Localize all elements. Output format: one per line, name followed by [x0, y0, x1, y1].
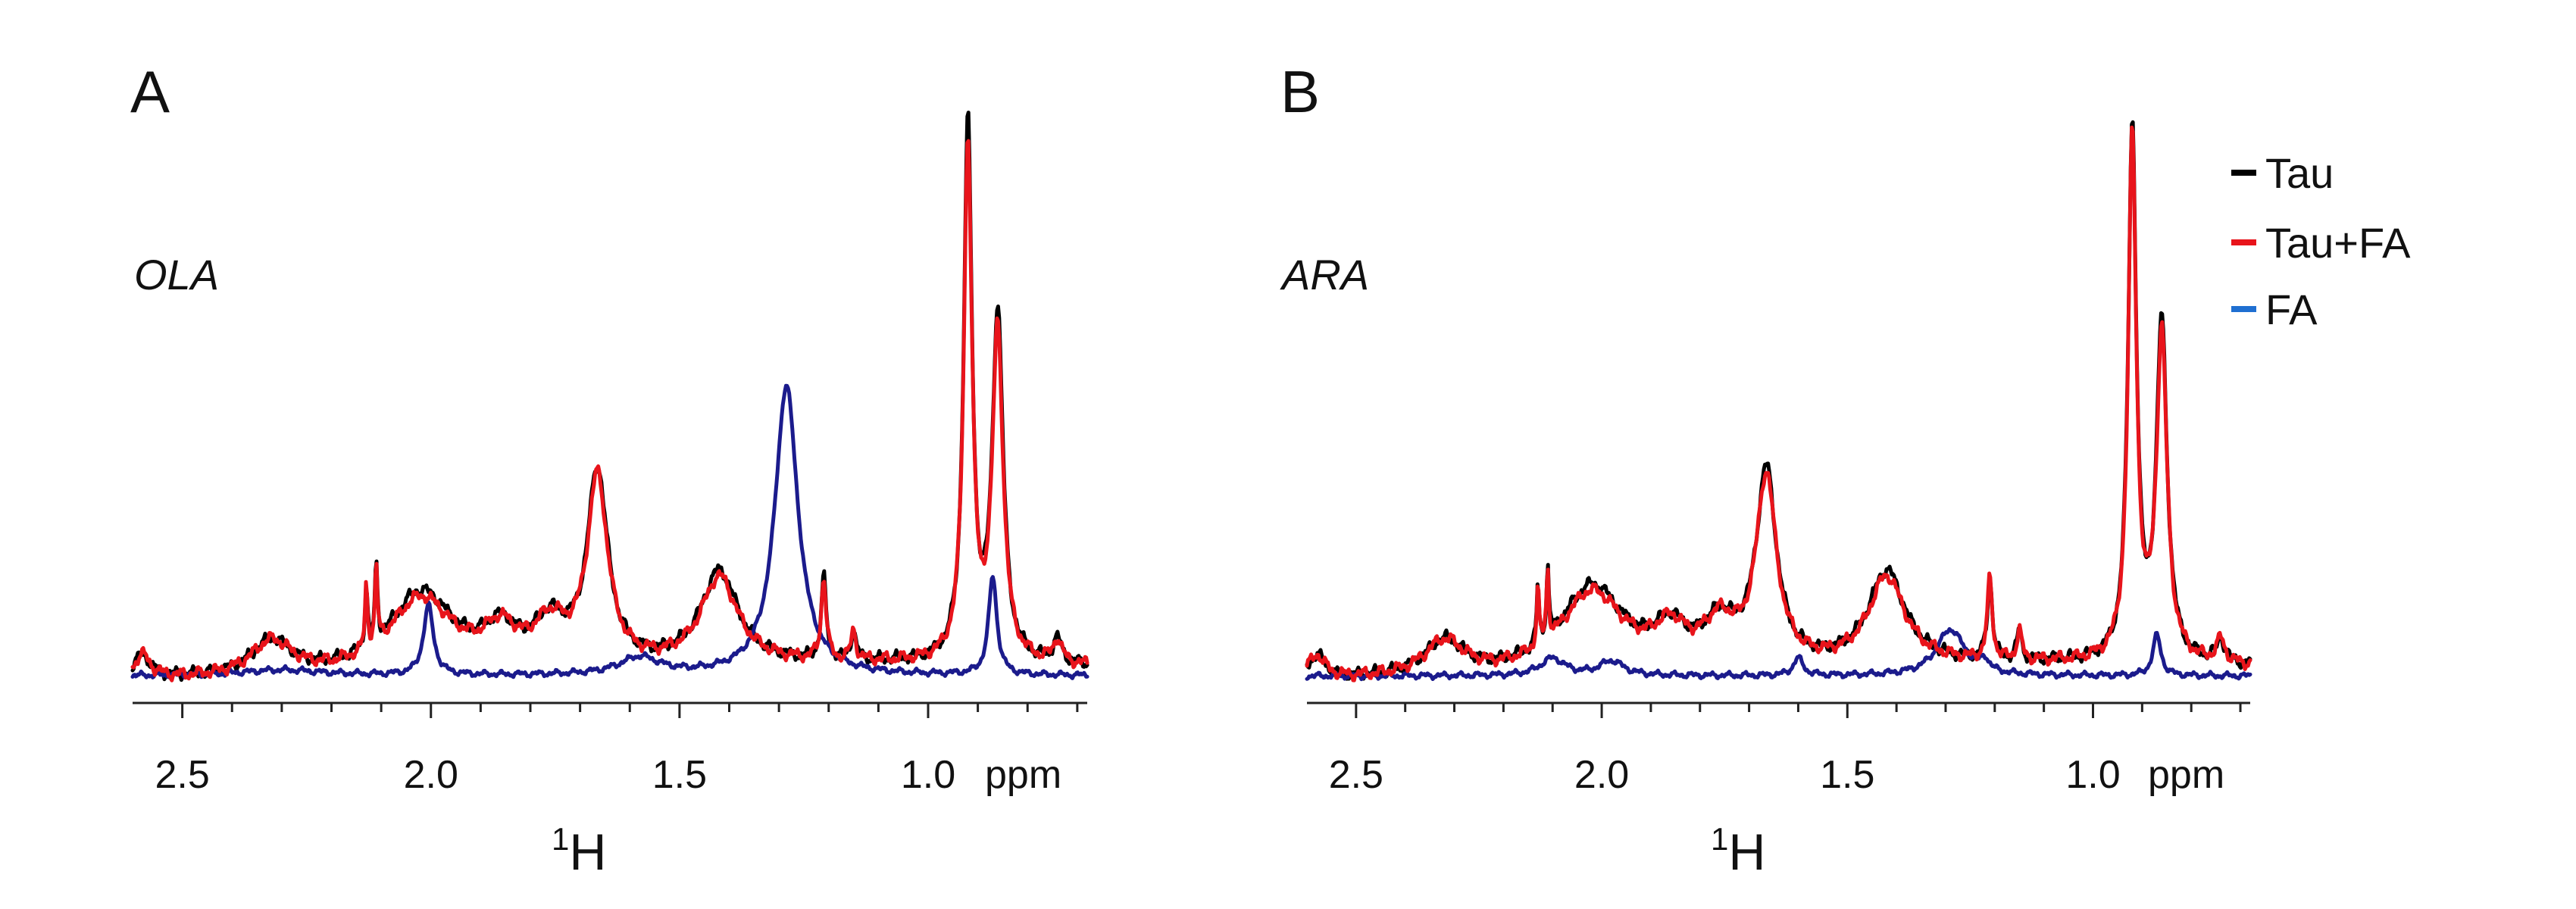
panel-b-tick-label-0: 2.5: [1329, 753, 1383, 797]
panel-a-ticks: 2.5 2.0 1.5 1.0: [155, 703, 1079, 797]
panel-b-tick-label-2: 1.5: [1820, 753, 1874, 797]
panel-a-trace-tau: [130, 111, 1089, 683]
legend: Tau Tau+FA FA: [2231, 149, 2411, 333]
legend-label-fa: FA: [2265, 286, 2318, 333]
panel-b: B ARA 2.5 2.0 1.5 1.0 ppm 1H: [1280, 58, 2252, 881]
panel-a-tick-label-3: 1.0: [901, 753, 955, 797]
panel-a-ppm-unit: ppm: [985, 753, 1061, 797]
panel-b-letter: B: [1280, 58, 1320, 125]
panel-b-traces: [1305, 120, 2252, 683]
panel-b-trace-tau: [1305, 120, 2252, 681]
panel-a-x-axis-main: H: [569, 823, 606, 881]
panel-a-x-axis-sup: 1: [552, 821, 569, 857]
panel-b-ticks: 2.5 2.0 1.5 1.0: [1329, 703, 2242, 797]
panel-a-trace-fa: [130, 383, 1089, 680]
panel-a-trace-tau-fa: [130, 139, 1089, 683]
panel-b-ppm-unit: ppm: [2148, 753, 2224, 797]
legend-label-tau-fa: Tau+FA: [2265, 219, 2411, 267]
panel-a-letter: A: [130, 58, 170, 125]
panel-a-sample-label: OLA: [134, 251, 219, 298]
panel-a-tick-label-0: 2.5: [155, 753, 209, 797]
panel-a-tick-label-1: 2.0: [404, 753, 458, 797]
panel-b-sample-label: ARA: [1280, 251, 1369, 298]
panel-b-x-axis-main: H: [1728, 823, 1765, 881]
panel-b-tick-label-1: 2.0: [1574, 753, 1629, 797]
panel-a: A OLA 2.5 2.0 1.5 1.0 ppm 1H: [130, 58, 1089, 881]
panel-a-tick-label-2: 1.5: [652, 753, 707, 797]
legend-label-tau: Tau: [2265, 149, 2334, 197]
panel-a-traces: [130, 111, 1089, 683]
panel-b-x-axis-title: 1H: [1711, 821, 1765, 881]
panel-b-trace-tau-fa: [1305, 125, 2252, 683]
panel-b-tick-label-3: 1.0: [2065, 753, 2120, 797]
panel-b-x-axis-sup: 1: [1711, 821, 1728, 857]
panel-a-x-axis-title: 1H: [552, 821, 606, 881]
panel-b-trace-fa: [1305, 626, 2252, 682]
